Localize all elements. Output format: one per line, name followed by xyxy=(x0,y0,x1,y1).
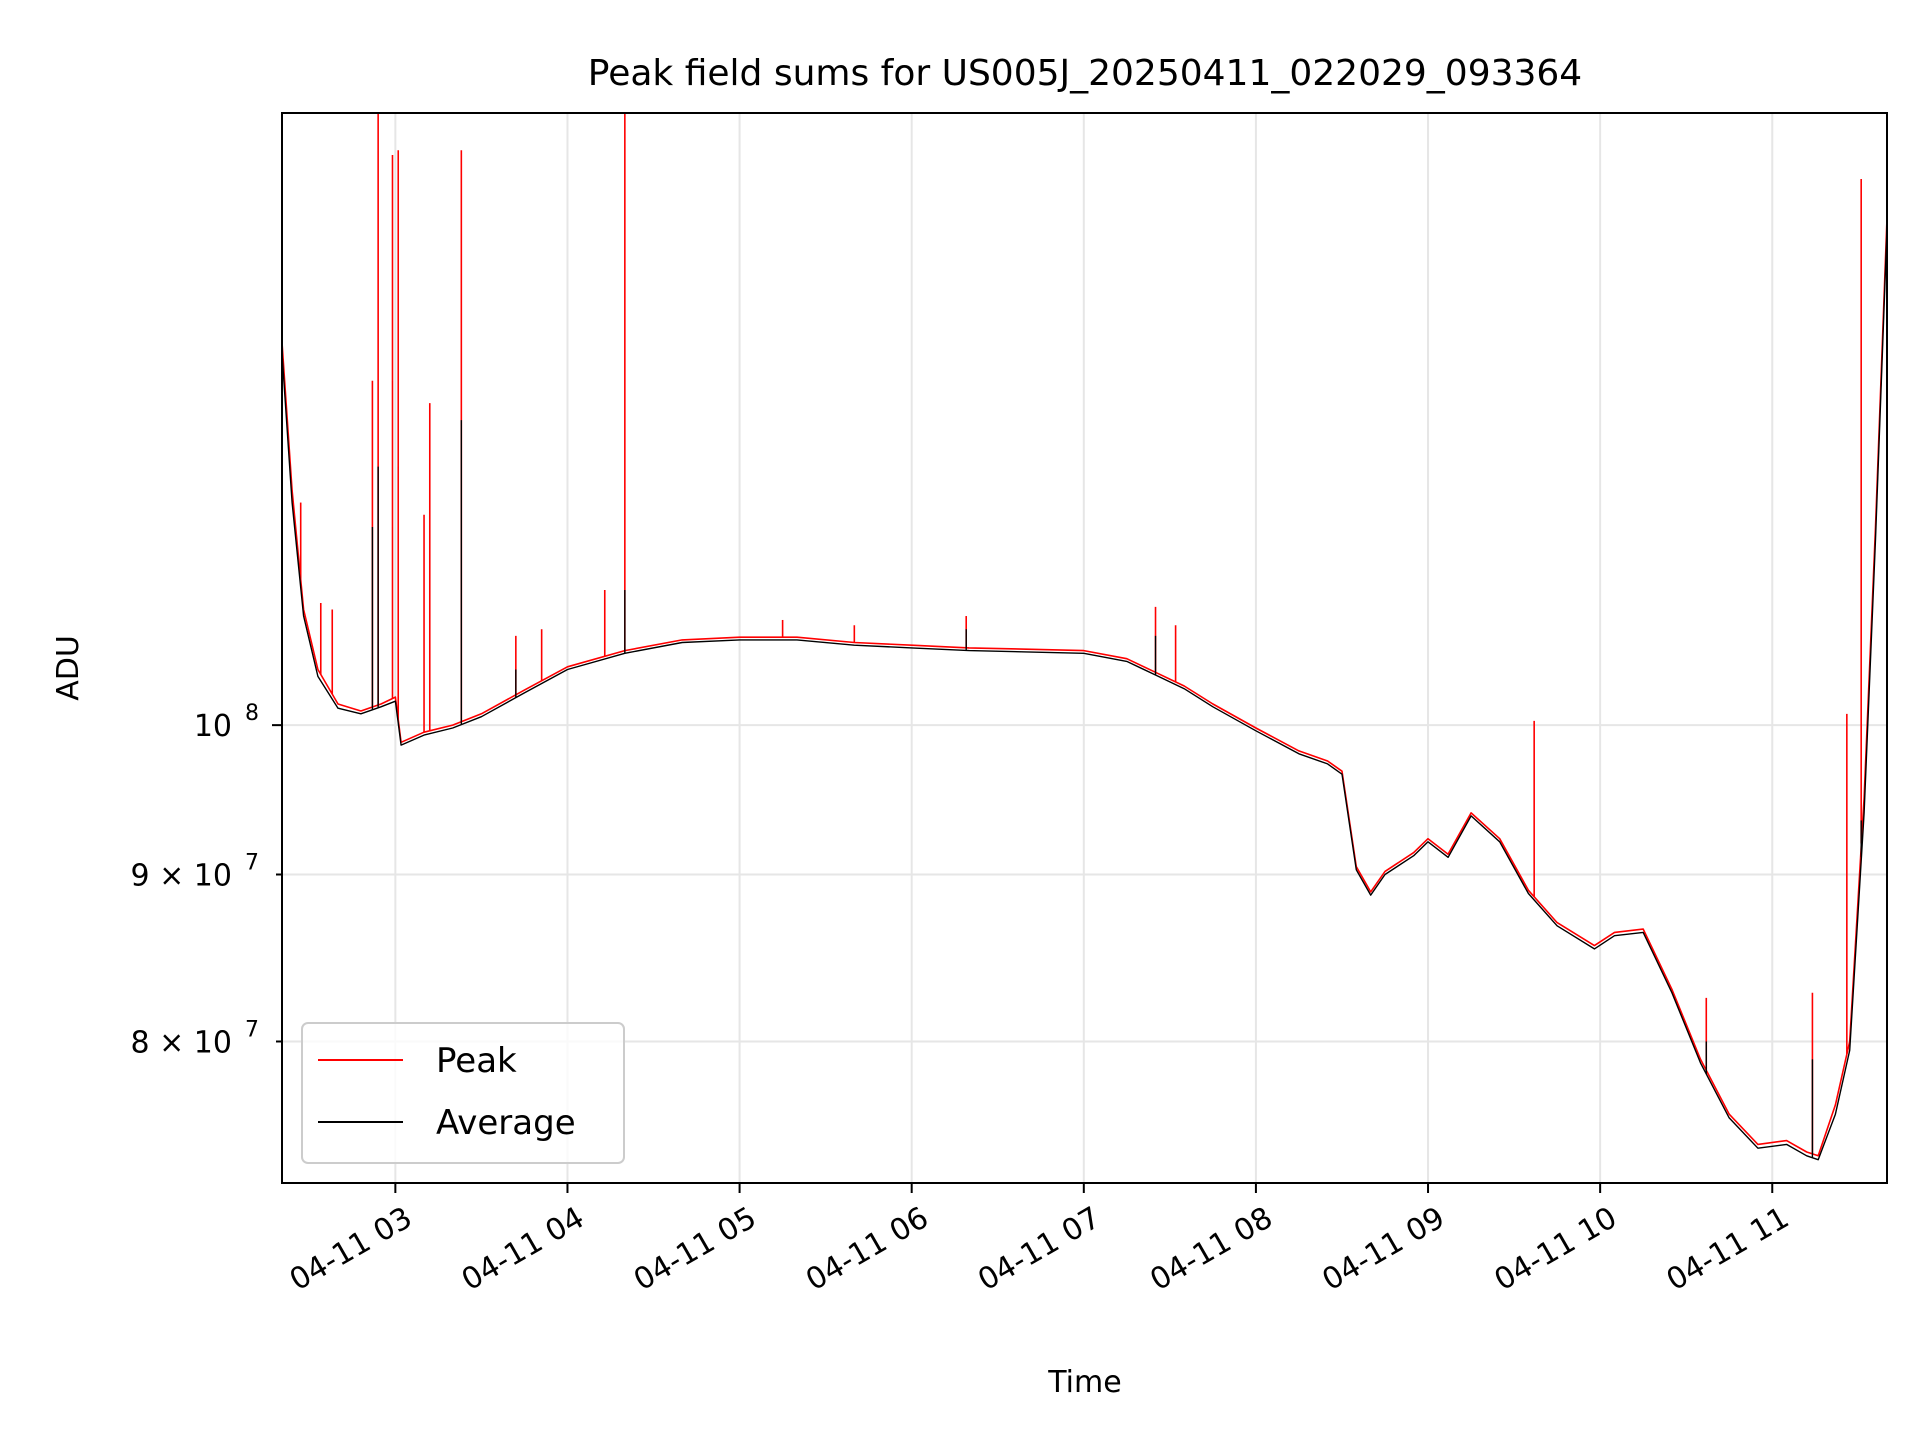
x-axis-label: Time xyxy=(1047,1365,1121,1400)
grid-lines xyxy=(282,113,1887,1183)
y-tick-exponent: 7 xyxy=(245,851,259,876)
legend-box xyxy=(301,1022,625,1164)
series-lines xyxy=(281,113,1888,1161)
y-tick-label: 8 × 10 xyxy=(131,1025,232,1060)
chart-title: Peak field sums for US005J_20250411_0220… xyxy=(588,53,1582,94)
y-axis-label: ADU xyxy=(51,635,86,701)
legend-label-peak: Peak xyxy=(436,1041,517,1081)
y-tick-exponent: 7 xyxy=(245,1017,259,1042)
y-tick-label: 9 × 10 xyxy=(131,859,232,894)
legend: Peak Average xyxy=(301,1022,625,1164)
series-line-peak xyxy=(281,218,1888,1157)
y-tick-exponent: 8 xyxy=(245,701,259,726)
legend-label-average: Average xyxy=(436,1103,576,1143)
series-line-average xyxy=(281,227,1888,1161)
y-tick-label: 10 xyxy=(194,709,232,744)
